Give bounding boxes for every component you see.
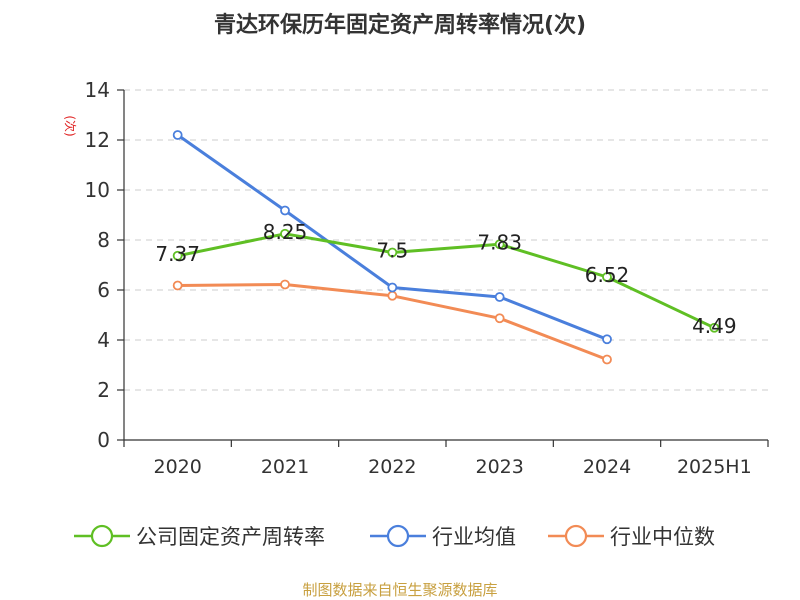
data-point [172, 130, 183, 140]
legend-label: 行业均值 [432, 525, 516, 549]
y-tick-label: 12 [85, 128, 110, 152]
y-tick-label: 0 [97, 428, 110, 452]
x-tick-label: 2022 [368, 456, 416, 478]
x-tick-label: 2021 [261, 456, 309, 478]
data-labels: 7.37 8.25 7.5 7.83 6.52 4.49 [155, 220, 736, 338]
axes: 0 2 4 6 8 10 12 14 2020 2021 2022 2023 2024 2025H1 [85, 78, 769, 478]
data-label: 4.49 [692, 314, 737, 338]
series-line [176, 133, 608, 341]
data-point [172, 250, 183, 261]
legend-label: 公司固定资产周转率 [136, 525, 325, 549]
x-tick-label: 2025H1 [677, 456, 752, 478]
data-point [387, 247, 398, 258]
legend-item: 行业中位数 [548, 524, 715, 549]
data-point [709, 322, 720, 333]
y-axis-label: (次) [63, 115, 77, 136]
data-label: 6.52 [585, 263, 630, 287]
legend-item: 行业均值 [370, 524, 516, 549]
y-tick-label: 4 [97, 328, 110, 352]
series-line [177, 232, 715, 330]
data-point [494, 292, 505, 302]
data-point [602, 272, 612, 282]
data-label: 8.25 [263, 220, 308, 244]
x-tick-label: 2020 [153, 456, 201, 478]
grid-lines [124, 89, 768, 391]
legend: 公司固定资产周转率 行业均值 行业中位数 [74, 524, 715, 549]
x-tick-label: 2024 [583, 456, 631, 478]
legend-marker [386, 524, 410, 548]
data-point [280, 228, 290, 239]
data-point [387, 290, 398, 301]
y-tick-label: 10 [85, 178, 110, 202]
legend-marker [564, 524, 588, 548]
data-point [494, 239, 505, 250]
source-note: 制图数据来自恒生聚源数据库 [302, 581, 497, 599]
data-point [172, 280, 183, 291]
legend-label: 行业中位数 [610, 525, 715, 549]
y-tick-label: 6 [97, 278, 110, 302]
chart-title: 青达环保历年固定资产周转率情况(次) [214, 12, 586, 38]
y-tick-label: 8 [97, 228, 110, 252]
data-point [602, 354, 612, 365]
data-point [494, 313, 505, 324]
series-group [172, 130, 720, 365]
legend-item: 公司固定资产周转率 [74, 524, 325, 549]
data-point [602, 334, 612, 345]
data-label: 7.37 [155, 242, 200, 266]
data-point [387, 282, 398, 293]
data-label: 7.83 [477, 230, 522, 254]
y-tick-label: 14 [85, 78, 110, 102]
data-label: 7.5 [376, 239, 408, 263]
data-point [280, 205, 290, 216]
y-tick-label: 2 [97, 378, 110, 402]
data-point [280, 279, 290, 290]
legend-marker [90, 524, 114, 548]
x-tick-label: 2023 [475, 456, 523, 478]
